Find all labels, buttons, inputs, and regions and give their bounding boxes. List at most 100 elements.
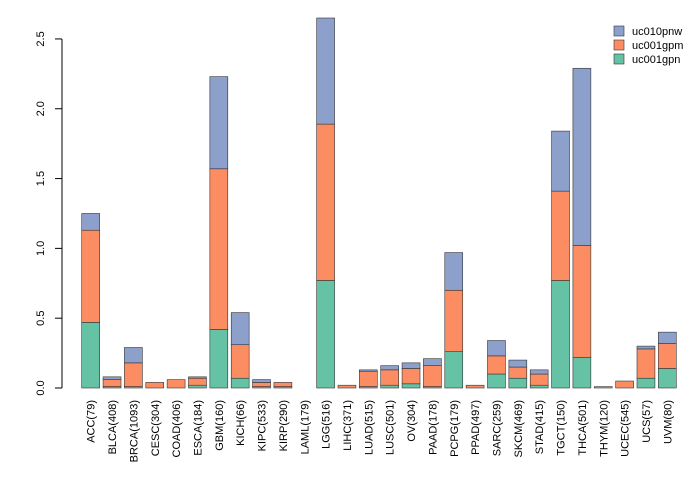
y-tick-label: 0.5 [35,311,47,326]
x-tick-label: ESCA(184) [192,400,204,456]
bar-uc010pnw-6 [209,76,229,170]
y-tick-label: 1.0 [35,241,47,256]
bar-uc010pnw-17 [444,252,464,291]
bar-uc001gpn-19 [487,373,506,389]
y-tick-label: 2.0 [35,101,47,116]
bar-uc001gpm-22 [551,190,570,281]
bars-group [81,17,677,389]
x-tick-label: TGCT(150) [556,400,568,456]
bar-uc001gpm-15 [401,368,421,385]
bar-uc001gpm-0 [81,229,100,323]
y-tick-label: 0.0 [35,380,47,395]
x-tick-label: ACC(79) [86,400,98,443]
x-tick-label: CESC(304) [150,400,162,456]
bar-uc001gpm-21 [529,373,549,386]
bar-uc001gpm-20 [508,366,528,379]
x-tick-label: KICH(66) [235,400,247,446]
x-tick-label: PPAD(497) [470,400,482,455]
bar-uc001gpm-5 [188,377,207,386]
x-tick-labels: ACC(79) BLCA(408) BRCA(1093) CESC(304) COAD(… [86,400,675,462]
bar-uc001gpm-26 [636,348,656,379]
x-tick-label: BLCA(408) [107,400,119,454]
x-tick-label: BRCA(1093) [128,400,140,462]
bar-uc010pnw-27 [658,331,677,344]
bar-uc001gpm-18 [465,384,485,389]
legend-label-uc010pnw: uc010pnw [632,26,682,38]
y-tick-label: 2.5 [35,31,47,46]
x-tick-label: LUSC(501) [385,400,397,455]
bar-uc001gpm-19 [487,355,506,375]
bar-uc001gpm-1 [102,379,122,387]
bar-uc010pnw-13 [359,369,378,372]
bar-uc001gpm-6 [209,168,229,330]
bar-uc001gpn-6 [209,329,229,389]
y-axis: 0.0 0.5 1.0 1.5 2.0 2.5 [35,31,63,396]
bar-uc001gpm-12 [337,384,357,389]
bar-uc010pnw-15 [401,362,421,369]
x-tick-label: GBM(160) [214,400,226,451]
x-tick-label: COAD(406) [171,400,183,457]
bar-uc001gpm-24 [593,386,613,389]
bar-uc001gpn-15 [401,383,421,389]
bar-uc001gpn-0 [81,322,100,389]
bar-uc001gpm-4 [166,379,186,389]
x-tick-label: THCA(501) [577,400,589,456]
bar-uc001gpm-11 [316,123,335,281]
bar-uc001gpn-21 [529,384,549,389]
bar-uc010pnw-14 [380,365,399,371]
bar-uc010pnw-0 [81,213,100,231]
x-tick-label: THYM(120) [598,400,610,457]
x-tick-label: KIRP(290) [278,400,290,451]
x-tick-label: KIPC(533) [257,400,269,451]
bar-uc001gpn-5 [188,384,207,389]
bar-uc001gpm-2 [124,362,143,387]
bar-uc001gpn-22 [551,280,570,389]
bar-uc010pnw-7 [230,312,250,346]
x-tick-label: SKCM(469) [513,400,525,457]
bar-uc001gpn-20 [508,377,528,389]
bar-uc010pnw-1 [102,376,122,380]
x-tick-label: UCEC(545) [620,400,632,457]
bar-uc001gpn-11 [316,280,335,389]
bar-uc001gpm-13 [359,370,378,387]
legend-swatch-uc001gpm [613,39,625,51]
bar-uc010pnw-5 [188,376,207,379]
x-tick-label: LIHC(371) [342,400,354,451]
bar-uc001gpm-23 [572,245,592,358]
x-tick-label: UCS(57) [641,400,653,443]
bar-uc001gpm-27 [658,343,677,369]
bar-uc001gpn-26 [636,377,656,389]
bar-uc010pnw-26 [636,345,656,350]
x-tick-label: LUAD(515) [363,400,375,455]
bar-uc010pnw-23 [572,67,592,246]
legend-label-uc001gpm: uc001gpm [632,40,683,52]
bar-uc001gpn-27 [658,368,677,389]
bar-uc010pnw-19 [487,340,506,357]
x-tick-label: PAAD(178) [427,400,439,455]
bar-uc010pnw-8 [252,379,271,383]
bar-uc010pnw-16 [423,358,442,366]
bar-uc001gpm-17 [444,289,464,352]
bar-uc010pnw-22 [551,130,570,192]
bar-uc001gpm-7 [230,344,250,379]
bar-uc001gpm-8 [252,382,271,387]
bar-uc001gpn-23 [572,356,592,389]
bar-uc001gpm-25 [615,380,634,389]
x-tick-label: UVM(80) [662,400,674,444]
legend-swatch-uc010pnw [613,25,625,37]
bar-uc001gpm-14 [380,369,399,386]
x-tick-label: LAML(179) [299,400,311,454]
bar-uc010pnw-2 [124,347,143,364]
legend-swatch-uc001gpn [613,53,625,65]
x-tick-label: SARC(259) [491,400,503,456]
bar-uc010pnw-11 [316,17,335,125]
x-tick-label: PCPG(179) [449,400,461,457]
legend-label-uc001gpn: uc001gpn [632,54,680,66]
x-tick-label: STAD(415) [534,400,546,454]
bar-uc001gpn-14 [380,384,399,389]
x-tick-label: LGG(516) [321,400,333,449]
legend: uc010pnw uc001gpm uc001gpn [613,25,683,66]
y-tick-label: 1.5 [35,171,47,186]
bar-uc001gpn-17 [444,351,464,389]
